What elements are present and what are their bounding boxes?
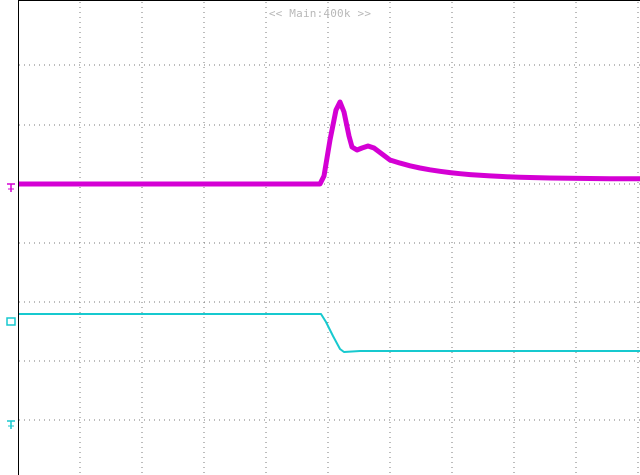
channel2-offset-marker-icon[interactable] bbox=[6, 317, 16, 326]
channel2-ground-marker-icon[interactable] bbox=[7, 420, 15, 429]
magenta-trace bbox=[19, 99, 640, 187]
zoom-label: << Main:400k >> bbox=[268, 7, 372, 20]
graticule bbox=[19, 2, 640, 475]
channel1-ground-marker-icon[interactable] bbox=[7, 183, 15, 192]
cyan-trace bbox=[19, 313, 640, 353]
